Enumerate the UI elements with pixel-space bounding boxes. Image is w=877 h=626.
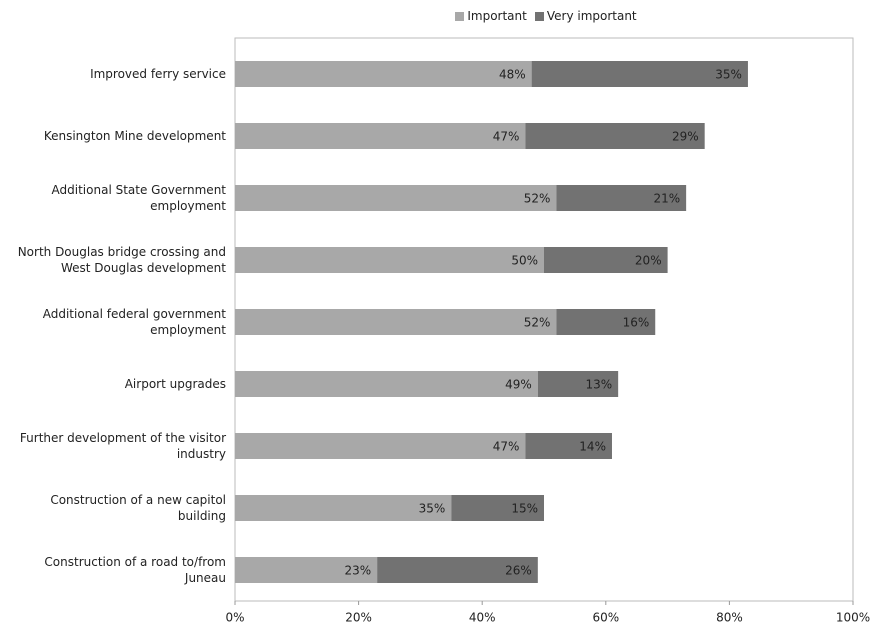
bar-segment	[537, 371, 619, 397]
bar-segment	[235, 309, 557, 335]
data-label: 16%	[623, 316, 650, 330]
bar-segment	[235, 123, 526, 149]
category-label: Additional State Government employment	[51, 183, 226, 213]
data-label: 49%	[505, 378, 532, 392]
bar-segment	[235, 495, 452, 521]
data-label: 52%	[524, 192, 551, 206]
x-tick-label: 20%	[345, 611, 372, 625]
x-tick-label: 40%	[469, 611, 496, 625]
category-label: Airport upgrades	[124, 377, 226, 391]
x-tick-label: 0%	[225, 611, 244, 625]
data-label: 52%	[524, 316, 551, 330]
bar-segment	[235, 371, 538, 397]
legend-swatch	[534, 11, 544, 21]
data-label: 35%	[419, 502, 446, 516]
x-tick-label: 80%	[716, 611, 743, 625]
x-tick-label: 60%	[592, 611, 619, 625]
category-label: Further development of the visitor indus…	[19, 431, 226, 461]
data-label: 20%	[635, 254, 662, 268]
bar-segment	[525, 433, 612, 459]
bar-segment	[451, 495, 544, 521]
data-label: 50%	[511, 254, 538, 268]
data-label: 47%	[493, 440, 520, 454]
data-label: 47%	[493, 130, 520, 144]
bar-segment	[525, 123, 705, 149]
bar-segment	[235, 247, 544, 273]
category-label: Construction of a new capitol building	[50, 493, 226, 523]
data-label: 23%	[344, 564, 371, 578]
data-label: 29%	[672, 130, 699, 144]
bar-segment	[235, 557, 378, 583]
category-label: Improved ferry service	[90, 67, 226, 81]
legend-label: Very important	[546, 9, 637, 23]
bar-segment	[235, 185, 557, 211]
data-label: 21%	[653, 192, 680, 206]
legend: Important Very important	[0, 9, 877, 23]
category-label: Kensington Mine development	[43, 129, 226, 143]
legend-swatch	[455, 11, 465, 21]
legend-item: Important	[455, 9, 527, 23]
data-label: 14%	[579, 440, 606, 454]
data-label: 15%	[511, 502, 538, 516]
legend-item: Very important	[534, 9, 637, 23]
data-label: 35%	[715, 68, 742, 82]
legend-label: Important	[467, 9, 527, 23]
bar-segment	[531, 61, 748, 87]
category-label: North Douglas bridge crossing and West D…	[17, 245, 226, 275]
category-label: Construction of a road to/from Juneau	[44, 555, 226, 585]
data-label: 48%	[499, 68, 526, 82]
bar-segment	[556, 185, 687, 211]
bar-segment	[235, 61, 532, 87]
bar-segment	[556, 309, 656, 335]
data-label: 13%	[585, 378, 612, 392]
bar-segment	[235, 433, 526, 459]
category-label: Additional federal government employment	[42, 307, 226, 337]
data-label: 26%	[505, 564, 532, 578]
bar-segment	[544, 247, 668, 273]
x-tick-label: 100%	[836, 611, 870, 625]
bar-segment	[377, 557, 538, 583]
